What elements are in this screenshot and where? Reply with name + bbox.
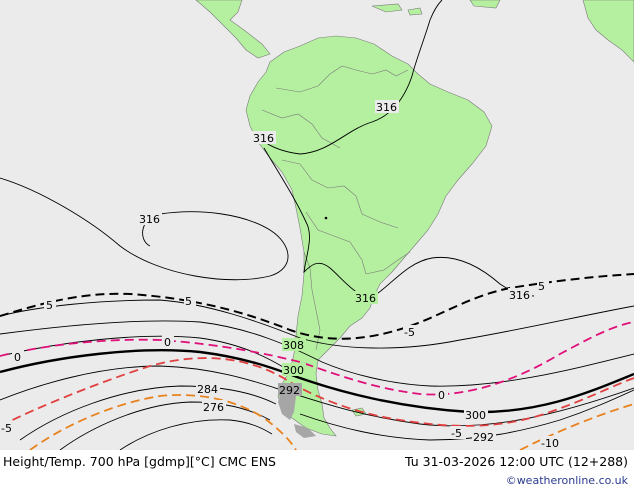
label-temp-0-west: 0 bbox=[14, 351, 21, 364]
temp-contour-0 bbox=[0, 321, 634, 396]
weather-map: 316 316 316 316 316 308 300 300 292 292 … bbox=[0, 0, 634, 450]
map-footer: Height/Temp. 700 hPa [gdmp][°C] CMC ENS … bbox=[0, 450, 634, 490]
label-300-west: 300 bbox=[283, 364, 304, 377]
height-labels: 316 316 316 316 316 308 300 300 292 292 … bbox=[138, 100, 532, 444]
label-316-argentina: 316 bbox=[355, 292, 376, 305]
label-292-east: 292 bbox=[473, 431, 494, 444]
label-temp-5-west: 5 bbox=[46, 299, 53, 312]
label-316-pacific: 316 bbox=[139, 213, 160, 226]
country-borders bbox=[261, 65, 411, 351]
label-temp-5-east: 5 bbox=[538, 280, 545, 293]
temp-contour-minus10 bbox=[29, 394, 297, 450]
contour-300 bbox=[0, 349, 634, 414]
land-central-america bbox=[195, 0, 271, 59]
temp-labels: 5 5 5 -5 0 0 0 -5 -5 -10 bbox=[0, 279, 564, 450]
label-316-north: 316 bbox=[376, 101, 397, 114]
label-316-atlantic: 316 bbox=[509, 289, 530, 302]
temp-contour-minus10-east bbox=[519, 403, 634, 450]
label-temp-5-center: 5 bbox=[185, 295, 192, 308]
label-276: 276 bbox=[203, 401, 224, 414]
label-292-west: 292 bbox=[279, 384, 300, 397]
label-temp-minus5-east: -5 bbox=[451, 427, 462, 440]
temp-contours bbox=[0, 273, 634, 450]
credit-link[interactable]: ©weatheronline.co.uk bbox=[505, 474, 628, 487]
station-dot bbox=[324, 216, 328, 220]
land-africa bbox=[582, 0, 634, 63]
map-title: Height/Temp. 700 hPa [gdmp][°C] CMC ENS bbox=[3, 454, 276, 469]
label-temp-0-center: 0 bbox=[164, 336, 171, 349]
label-300-east: 300 bbox=[465, 409, 486, 422]
temp-contour-minus5-black bbox=[0, 273, 634, 340]
label-temp-0-east: 0 bbox=[438, 389, 445, 402]
label-temp-minus10: -10 bbox=[541, 437, 559, 450]
valid-time: Tu 31-03-2026 12:00 UTC (12+288) bbox=[405, 454, 628, 469]
temp-contour-minus5 bbox=[0, 357, 634, 427]
label-316-peru: 316 bbox=[253, 132, 274, 145]
label-temp-5-atlantic: -5 bbox=[404, 326, 415, 339]
land-grey-tierra bbox=[294, 424, 316, 438]
label-temp-minus5-west: -5 bbox=[1, 422, 12, 435]
label-284: 284 bbox=[197, 383, 218, 396]
land-caribbean-islands bbox=[371, 0, 501, 16]
label-308: 308 bbox=[283, 339, 304, 352]
